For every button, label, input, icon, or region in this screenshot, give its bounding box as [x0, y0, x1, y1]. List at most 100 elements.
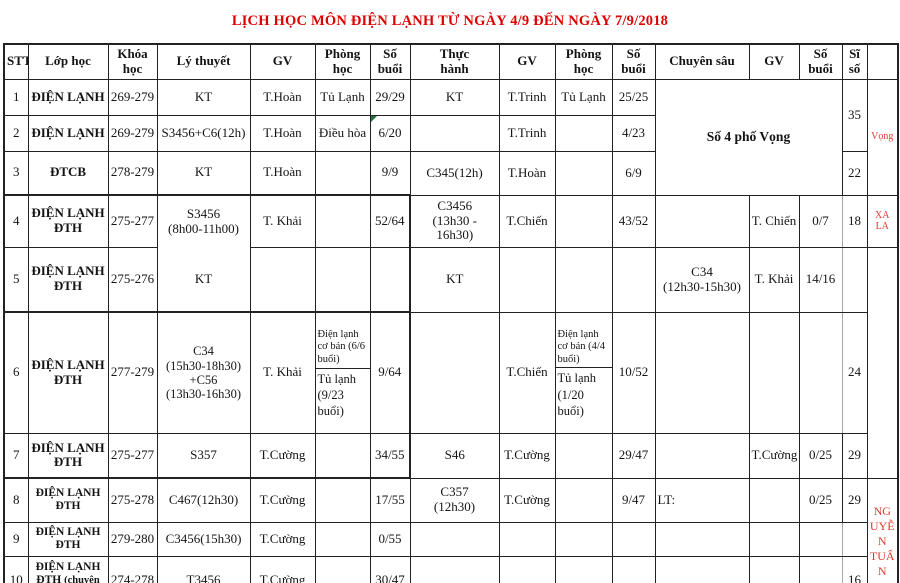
col-header-ly-thuyet: Lý thuyết — [157, 44, 251, 80]
cell-lop-hoc: ĐIỆN LẠNH — [28, 115, 109, 152]
cell-lop-hoc: ĐIỆN LẠNH ĐTH (chuyên tối) — [28, 556, 109, 583]
cell-gv-2: T.Chiến — [499, 195, 556, 248]
cell-gv-1: T.Hoàn — [250, 115, 316, 152]
cell-ly-thuyet: KT — [157, 247, 251, 313]
cell-lop-hoc: ĐIỆN LẠNH ĐTH — [28, 195, 109, 248]
col-header-gv-3: GV — [749, 44, 800, 80]
cell-so-buoi-3: 14/16 — [799, 247, 843, 313]
cell-phong-hoc-2 — [555, 522, 613, 557]
table-row-3: 3 ĐTCB 278-279 KT T.Hoàn 9/9 C345(12h) T… — [4, 151, 898, 196]
cell-stt: 7 — [4, 433, 29, 480]
cell-chuyen-sau — [655, 522, 750, 557]
cell-gv-1: T.Cường — [250, 522, 316, 557]
cell-chuyen-sau-merged-address: Số 4 phố Vọng — [655, 79, 843, 196]
cell-gv-2 — [499, 247, 556, 313]
cell-si-so: 29 — [842, 478, 868, 523]
table-row-9: 9 ĐIỆN LẠNH ĐTH 279-280 C3456(15h30) T.C… — [4, 522, 898, 557]
cell-thuc-hanh: S46 — [410, 433, 500, 479]
phong-hoc-1-lower: Tủ lạnh (9/23 buổi) — [317, 371, 357, 419]
cell-stt: 5 — [4, 247, 29, 313]
cell-si-so: 18 — [842, 195, 868, 248]
cell-lop-hoc: ĐIỆN LẠNH ĐTH — [28, 247, 109, 313]
cell-thuc-hanh: C357 (12h30) — [410, 478, 500, 523]
cell-stt: 4 — [4, 195, 29, 248]
cell-phong-hoc-2 — [555, 115, 613, 152]
col-header-chuyen-sau: Chuyên sâu — [655, 44, 750, 80]
cell-lop-hoc: ĐIỆN LẠNH ĐTH — [28, 522, 109, 557]
cell-so-buoi-1: 29/29 — [370, 79, 411, 116]
cell-gv-1: T.Hoàn — [250, 151, 316, 196]
cell-gv-2: T.Chiến — [499, 312, 556, 434]
cell-so-buoi-2: 29/47 — [612, 433, 656, 479]
cell-gv-3 — [749, 478, 800, 523]
col-header-thuc-hanh: Thực hành — [410, 44, 500, 80]
cell-lop-hoc: ĐIỆN LẠNH ĐTH — [28, 478, 109, 523]
cell-so-buoi-3 — [799, 312, 843, 434]
cell-gv-3: T. Khải — [749, 247, 800, 313]
cell-so-buoi-2: 10/52 — [612, 312, 656, 434]
lop-hoc-note: (chuyên tối) — [64, 575, 100, 583]
cell-so-buoi-1: 0/55 — [370, 522, 411, 557]
cell-thuc-hanh: KT — [410, 79, 500, 116]
cell-stt: 10 — [4, 556, 29, 583]
cell-stt: 9 — [4, 522, 29, 557]
cell-so-buoi-3 — [799, 522, 843, 557]
cell-phong-hoc-2 — [555, 247, 613, 313]
col-header-note — [867, 44, 899, 80]
cell-khoa-hoc: 274-278 — [108, 556, 158, 583]
header-row: STT Lớp học Khóa học Lý thuyết GV Phòng … — [4, 44, 899, 80]
cell-phong-hoc-2 — [555, 151, 613, 196]
cell-chuyen-sau — [655, 312, 750, 434]
cell-khoa-hoc: 279-280 — [108, 522, 158, 557]
cell-stt: 2 — [4, 115, 29, 152]
cell-so-buoi-1: 17/55 — [370, 478, 411, 523]
col-header-gv-2: GV — [499, 44, 556, 80]
cell-gv-3: T.Cường — [749, 433, 800, 479]
cell-gv-1: T. Khải — [250, 312, 316, 434]
cell-so-buoi-2 — [612, 556, 656, 583]
cell-gv-1: T.Cường — [250, 478, 316, 523]
cell-phong-hoc-2 — [555, 556, 613, 583]
cell-gv-2: T.Cường — [499, 433, 556, 479]
cell-chuyen-sau — [655, 556, 750, 583]
col-header-so-buoi-2: Số buổi — [612, 44, 656, 80]
cell-ly-thuyet: KT — [157, 79, 251, 116]
cell-thuc-hanh: KT — [410, 247, 500, 313]
cell-so-buoi-1: 9/9 — [370, 151, 411, 196]
comment-indicator-icon — [370, 115, 377, 122]
cell-note-xa-la: XA LA — [867, 195, 899, 248]
cell-phong-hoc-2 — [555, 195, 613, 248]
cell-si-so: 16 — [842, 556, 868, 583]
cell-ly-thuyet: S357 — [157, 433, 251, 480]
cell-khoa-hoc: 275-276 — [108, 247, 158, 313]
cell-phong-hoc-2 — [555, 433, 613, 479]
cell-so-buoi-1: 34/55 — [370, 433, 411, 480]
cell-gv-2: T.Trinh — [499, 79, 556, 116]
cell-chuyen-sau — [655, 195, 750, 248]
cell-so-buoi-3: 0/7 — [799, 195, 843, 248]
col-header-so-buoi-1: Số buổi — [370, 44, 411, 80]
cell-note-empty — [867, 247, 899, 479]
cell-phong-hoc-1 — [315, 522, 371, 557]
cell-khoa-hoc: 275-277 — [108, 433, 158, 480]
table-row-4: 4 ĐIỆN LẠNH ĐTH 275-277 S3456 (8h00-11h0… — [4, 195, 899, 248]
cell-khoa-hoc: 269-279 — [108, 79, 158, 116]
cell-si-so: 24 — [842, 312, 868, 434]
phong-hoc-1-upper: Điện lạnh cơ bản (6/6 buổi) — [315, 328, 369, 369]
cell-gv-2 — [499, 556, 556, 583]
cell-thuc-hanh: C345(12h) — [410, 151, 500, 196]
schedule-table: STT Lớp học Khóa học Lý thuyết GV Phòng … — [3, 43, 899, 583]
cell-gv-1: T. Khải — [250, 195, 316, 248]
cell-phong-hoc-1 — [315, 151, 371, 196]
cell-ly-thuyet: S3456+C6(12h) — [157, 115, 251, 152]
cell-ly-thuyet: KT — [157, 151, 251, 196]
cell-khoa-hoc: 269-279 — [108, 115, 158, 152]
cell-so-buoi-1: 9/64 — [370, 312, 411, 434]
cell-gv-3 — [749, 522, 800, 557]
cell-gv-2: T.Hoàn — [499, 151, 556, 196]
cell-phong-hoc-1 — [315, 247, 371, 313]
cell-so-buoi-3: 0/25 — [799, 433, 843, 479]
cell-si-so-merged: 35 — [842, 79, 868, 152]
cell-si-so — [842, 522, 868, 557]
col-header-stt: STT — [4, 44, 29, 80]
